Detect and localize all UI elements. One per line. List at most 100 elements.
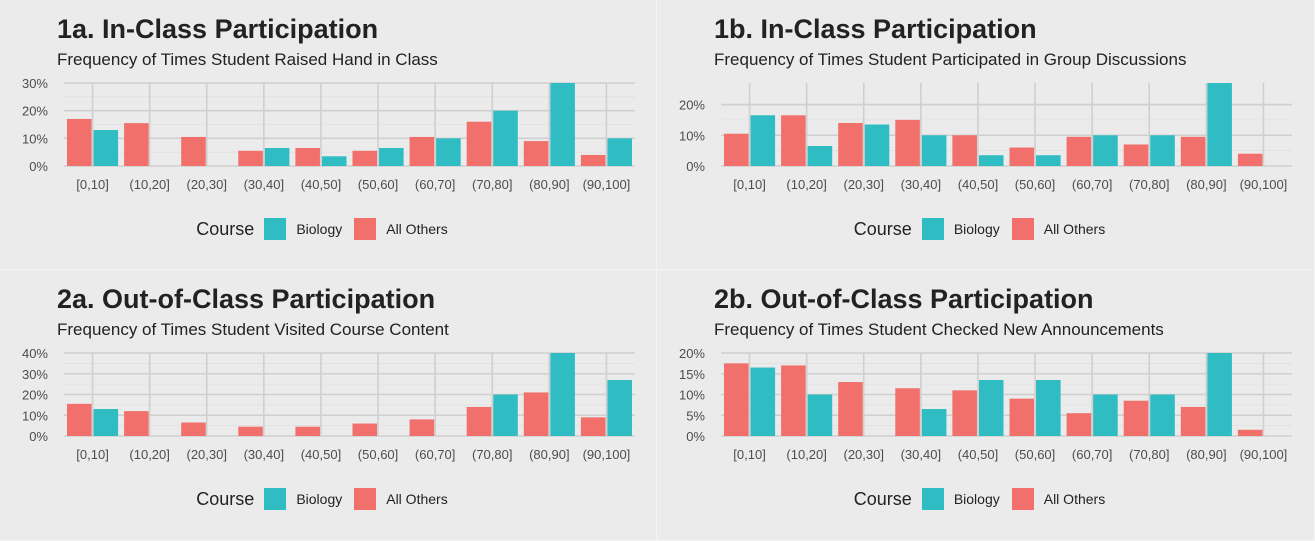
legend-key-all-others [1011, 488, 1034, 510]
x-tick-label: (40,50] [301, 177, 341, 192]
y-tick-label: 10% [679, 388, 705, 403]
panel-1b: 1b. In-Class Participation Frequency of … [657, 0, 1315, 270]
bar-biology-7 [493, 110, 518, 166]
x-tick-label: (40,50] [958, 447, 998, 462]
x-tick-label: (70,80] [472, 177, 512, 192]
bar-biology-5 [1036, 155, 1061, 166]
bar-all-others-7 [466, 406, 492, 436]
x-tick-label: (90,100] [1240, 447, 1288, 462]
legend-title: Course [196, 488, 255, 509]
y-tick-label: 20% [22, 104, 48, 119]
bar-all-others-6 [1066, 413, 1092, 436]
legend-label-biology: Biology [296, 491, 343, 507]
x-tick-label: (50,60] [1015, 447, 1055, 462]
bar-all-others-4 [295, 148, 320, 166]
legend-key-all-others [354, 218, 377, 240]
bar-biology-7 [1150, 394, 1175, 436]
legend: Course Biology All Others [657, 218, 1314, 240]
legend-label-all-others: All Others [386, 221, 448, 237]
x-tick-label: (20,30] [187, 447, 227, 462]
legend-key-biology [264, 488, 287, 510]
legend-key-all-others [354, 488, 377, 510]
legend-label-all-others: All Others [1043, 221, 1106, 237]
x-tick-label: (20,30] [187, 177, 227, 192]
bar-biology-8 [550, 353, 575, 436]
chart-subtitle: Frequency of Times Student Participated … [714, 50, 1187, 69]
chart-title: 2a. Out-of-Class Participation [57, 284, 436, 314]
bar-all-others-3 [238, 426, 263, 436]
bar-all-others-4 [295, 426, 320, 436]
x-tick-label: (10,20] [129, 177, 169, 192]
bar-biology-6 [1093, 135, 1118, 166]
plot-1b: 0% 10% 20% [0,10] (10,20] (20,30] (30,40] (40,5… [679, 83, 1292, 192]
bar-biology-0 [750, 115, 776, 166]
legend-item-all-others: All Others [354, 488, 448, 510]
bar-biology-3 [264, 148, 290, 166]
legend-item-all-others: All Others [1011, 218, 1106, 240]
x-tick-label: [0,10] [733, 177, 766, 192]
bar-all-others-2 [181, 136, 206, 166]
bar-biology-5 [379, 148, 404, 166]
bar-biology-5 [1036, 379, 1061, 436]
x-tick-label: (90,100] [583, 447, 631, 462]
bar-all-others-8 [523, 392, 549, 436]
x-tick-label: (30,40] [901, 177, 941, 192]
x-tick-label: (60,70] [1072, 177, 1112, 192]
y-tick-label: 15% [679, 367, 705, 382]
bar-all-others-6 [1066, 136, 1092, 166]
bar-biology-0 [93, 130, 119, 166]
bar-biology-9 [607, 379, 633, 436]
bar-biology-1 [807, 394, 833, 436]
x-tick-label: (90,100] [1240, 177, 1288, 192]
legend-label-biology: Biology [953, 491, 1000, 507]
legend-item-biology: Biology [264, 218, 342, 240]
panel-1a: 1a. In-Class Participation Frequency of … [0, 0, 657, 270]
bar-biology-8 [1207, 353, 1232, 436]
x-tick-label: (10,20] [129, 447, 169, 462]
bar-all-others-8 [1180, 136, 1206, 166]
bar-biology-8 [1207, 83, 1232, 166]
legend-label-all-others: All Others [1043, 491, 1106, 507]
legend-label-all-others: All Others [386, 491, 448, 507]
bar-all-others-3 [895, 388, 920, 436]
x-tick-label: (40,50] [301, 447, 341, 462]
bar-biology-3 [921, 409, 947, 436]
y-tick-label: 40% [22, 346, 48, 361]
y-tick-label: 10% [679, 128, 705, 143]
bar-biology-7 [493, 394, 518, 436]
bar-all-others-2 [838, 382, 863, 436]
bar-all-others-7 [1123, 400, 1149, 436]
chart-subtitle: Frequency of Times Student Visited Cours… [57, 320, 449, 339]
bar-biology-4 [321, 156, 347, 166]
x-tick-label: [0,10] [733, 447, 766, 462]
y-tick-label: 20% [679, 346, 705, 361]
chart-title: 1a. In-Class Participation [57, 14, 379, 44]
legend-label-biology: Biology [953, 221, 1000, 237]
x-tick-label: (80,90] [1186, 177, 1226, 192]
bar-biology-2 [864, 124, 890, 166]
legend: Course Biology All Others [657, 488, 1314, 510]
x-tick-label: (60,70] [415, 447, 455, 462]
legend-key-biology [264, 218, 287, 240]
x-tick-label: (60,70] [415, 177, 455, 192]
y-tick-label: 10% [22, 408, 48, 423]
plot-1a: 0% 10% 20% 30% [0,10] (10,20] (20,30] (30,40] (4… [22, 76, 635, 192]
x-tick-label: (80,90] [529, 447, 569, 462]
bar-all-others-0 [66, 118, 92, 166]
legend-title: Course [196, 218, 255, 239]
x-tick-label: (70,80] [1129, 447, 1169, 462]
bar-biology-6 [436, 138, 461, 166]
legend-item-biology: Biology [921, 218, 1000, 240]
legend-title: Course [853, 488, 912, 509]
bar-all-others-5 [1009, 398, 1035, 436]
bar-all-others-0 [723, 133, 749, 166]
x-tick-label: (10,20] [786, 447, 826, 462]
y-tick-label: 0% [29, 159, 48, 174]
bar-biology-4 [978, 155, 1004, 166]
bar-all-others-6 [409, 419, 435, 436]
y-tick-label: 30% [22, 367, 48, 382]
bar-all-others-1 [781, 115, 806, 166]
y-tick-label: 20% [22, 388, 48, 403]
panel-2b: 2b. Out-of-Class Participation Frequency… [657, 270, 1315, 541]
